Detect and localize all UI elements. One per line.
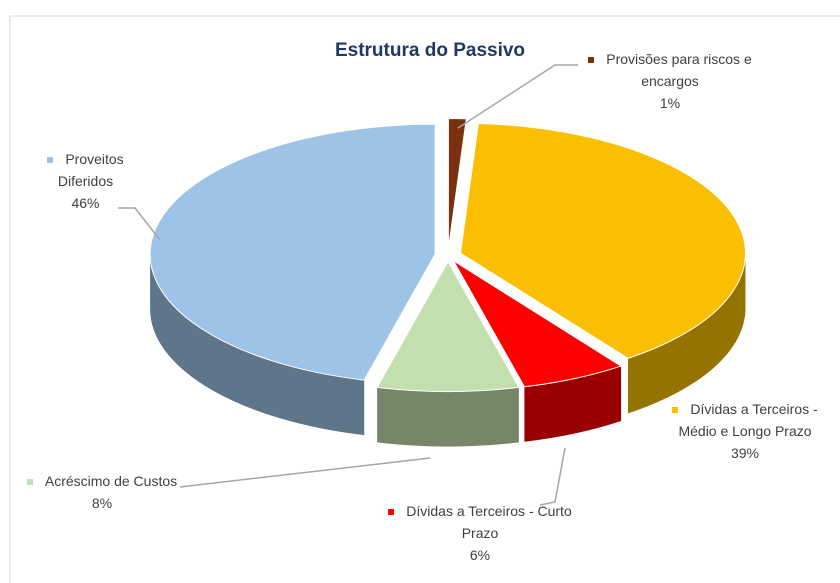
percent-label: 46% <box>71 195 100 211</box>
category-label: Dívidas a Terceiros - Médio e Longo Praz… <box>678 401 818 439</box>
data-label: Provisões para riscos e encargos 1% <box>585 48 755 114</box>
legend-swatch <box>672 407 679 414</box>
pie <box>149 118 746 447</box>
slice <box>459 122 746 359</box>
category-label: Acréscimo de Custos <box>44 473 178 489</box>
legend-swatch <box>26 479 33 486</box>
slice-side <box>628 253 746 414</box>
label-name: Dívidas a Terceiros - Curto Prazo <box>385 500 575 544</box>
slice-side <box>524 366 622 442</box>
category-label: Dívidas a Terceiros - Curto Prazo <box>406 503 572 541</box>
label-name: Dívidas a Terceiros - Médio e Longo Praz… <box>655 398 835 442</box>
data-label: Dívidas a Terceiros - Curto Prazo 6% <box>385 500 575 566</box>
category-label: Provisões para riscos e encargos <box>606 51 752 89</box>
data-label: Dívidas a Terceiros - Médio e Longo Praz… <box>655 398 835 464</box>
percent-label: 8% <box>91 495 113 511</box>
leaders <box>118 64 578 506</box>
data-label: Proveitos Diferidos 46% <box>18 148 153 214</box>
slice <box>447 118 467 249</box>
leader-line <box>179 457 431 488</box>
leader-line <box>539 447 566 506</box>
leader-line <box>118 207 161 241</box>
slice <box>376 260 520 392</box>
percent-label: 6% <box>469 547 491 563</box>
legend-swatch <box>588 57 595 64</box>
slice-side <box>150 254 365 436</box>
percent-label: 39% <box>730 445 760 461</box>
label-name: Acréscimo de Custos <box>22 470 182 492</box>
category-label: Proveitos Diferidos <box>57 151 124 189</box>
leader-line <box>457 64 578 129</box>
chart-title: Estrutura do Passivo <box>334 40 526 61</box>
label-name: Proveitos Diferidos <box>18 148 153 192</box>
slice <box>453 260 623 388</box>
legend-swatch <box>388 509 395 516</box>
label-name: Provisões para riscos e encargos <box>585 48 755 92</box>
legend-swatch <box>47 157 54 164</box>
chart-border <box>9 15 840 583</box>
slice-side <box>377 387 519 447</box>
percent-label: 1% <box>659 95 681 111</box>
data-label: Acréscimo de Custos 8% <box>22 470 182 514</box>
slice <box>149 123 436 381</box>
